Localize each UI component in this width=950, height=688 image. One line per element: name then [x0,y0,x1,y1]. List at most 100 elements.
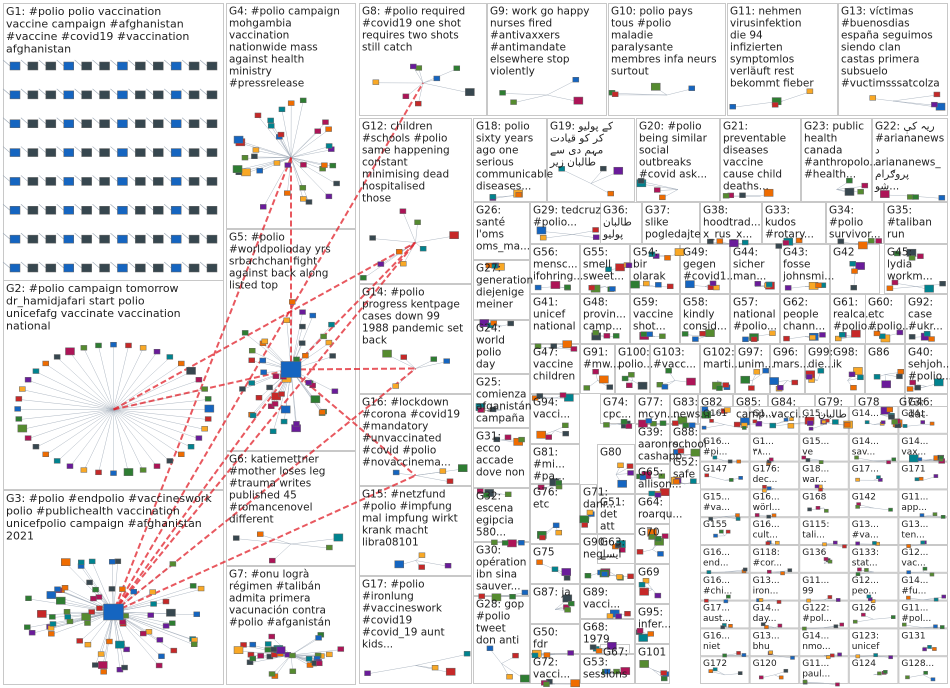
node-g6 [333,533,344,542]
node-g96 [791,379,799,386]
node-g97 [762,368,769,374]
group-box-g32 [473,488,530,542]
group-label-g102: G102: marti... [703,347,741,371]
node-g3 [108,559,116,565]
node-g7 [233,646,244,654]
node-g2 [204,396,212,402]
node-g85 [755,421,763,427]
group-label-g22: G22: ریہ کې #ariananews د ariananews_ پروګرا… [874,121,944,193]
node-g36 [605,266,612,272]
node-g8 [453,65,461,71]
node-g9 [573,96,584,105]
node-g12b [866,594,872,599]
node-g71 [586,509,594,516]
node-g16 [439,468,447,474]
node-g4 [321,162,328,168]
node-g171 [918,476,924,481]
node-g64 [648,534,656,540]
node-g68 [607,642,617,650]
edge-g3-g12 [112,241,417,613]
node-g120 [758,675,764,680]
node-g96 [777,385,784,391]
node-g42 [850,284,857,291]
node-g1 [117,148,128,157]
node-g2 [195,377,203,383]
group-label-g17: G17: #polio #ironlung #vaccineswork #covid1… [362,579,445,651]
node-g48 [592,330,599,336]
node-g16a [736,459,741,464]
group-label-g42: G42 [833,247,855,259]
group-box-g120 [749,656,800,685]
node-g1 [45,61,57,71]
node-g118 [780,571,785,576]
node-g22 [938,195,946,201]
node-g2 [186,366,196,375]
node-g14 [392,383,399,389]
group-label-g46: G46: dat [908,397,933,421]
group-box-g1b [749,433,800,462]
node-g89 [615,613,622,619]
group-label-g14d: G14... day... [753,604,780,625]
node-g1 [99,234,110,244]
group-box-g12a [898,545,949,573]
node-g40 [933,378,944,387]
node-g4 [325,126,332,132]
group-box-g10 [608,3,726,116]
node-g52 [690,478,697,484]
node-g3 [88,558,96,565]
node-g11c [940,625,945,629]
node-g68 [595,648,603,654]
node-g16 [446,478,454,484]
node-g1 [45,119,57,128]
node-g3 [66,618,74,625]
node-g1 [27,90,39,100]
group-box-g28 [473,596,530,684]
group-label-g161: G161 [703,409,727,419]
node-g176 [762,488,767,493]
node-g14 [430,356,438,362]
group-label-g94: G94: vacci... [533,397,570,421]
node-g4 [300,196,307,202]
group-label-g18a: G18... war... [802,465,829,486]
node-g2 [42,451,49,457]
node-g92 [928,336,935,342]
node-g12 [395,249,403,255]
node-g35 [894,250,901,257]
node-g28 [486,645,494,651]
group-label-g32: G32: escena egipcia 580... [476,491,514,539]
node-g5 [289,299,296,305]
group-label-g11: G11: nehmen virusinfektion die 94 infiziert… [730,6,814,90]
group-box-g12 [359,118,472,284]
node-g2 [53,354,61,360]
node-g100 [621,375,629,382]
group-box-g18a [799,461,849,490]
node-g101 [639,660,649,668]
group-box-g16b [749,489,800,518]
node-g3 [25,595,32,601]
node-g28 [512,652,519,659]
node-g35 [908,255,916,261]
node-g10 [611,91,619,97]
group-label-g33: G33: kudos #rotary... [765,205,814,241]
node-g1 [153,234,164,244]
node-g30 [509,593,516,600]
group-label-g12b: G12... peo... [852,576,879,597]
node-g69 [639,587,649,596]
node-g23 [844,188,855,196]
node-g2 [166,458,174,464]
node-g84 [769,422,777,429]
node-g1 [206,263,218,273]
node-g155 [713,533,718,538]
node-g76 [555,529,563,536]
node-g11d [835,682,840,687]
node-g2 [17,424,28,433]
node-g1 [170,206,182,215]
group-label-g40: G40: sehjoh... #polio... [908,347,950,383]
node-g88 [690,448,701,457]
group-label-g14x: G14... [852,409,879,419]
node-g48 [603,333,611,339]
node-g49 [713,284,720,291]
group-box-g176 [749,461,800,490]
group-label-g19: G19: کے پولیو کر کو قیادت مہم دی سے طالبان … [549,121,613,169]
node-g25 [493,436,501,443]
